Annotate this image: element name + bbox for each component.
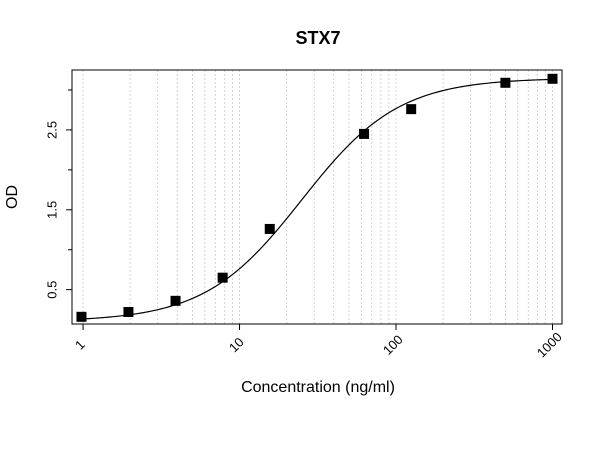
grid-lines (82, 70, 553, 324)
y-tick-label: 1.5 (45, 201, 60, 219)
data-point (500, 77, 511, 88)
x-tick-label: 100 (380, 332, 406, 358)
fit-curve (81, 78, 553, 320)
y-axis-label: OD (4, 185, 21, 209)
data-point (76, 311, 87, 322)
x-tick-label: 10 (226, 334, 247, 355)
plot-frame (71, 69, 563, 325)
y-axis: 0.5 1.5 2.5 (45, 89, 72, 299)
x-tick-label: 1000 (534, 329, 565, 360)
chart-title: STX7 (295, 28, 340, 48)
data-point (547, 73, 558, 84)
x-axis: 1 10 100 1000 (72, 324, 565, 360)
y-tick-label: 2.5 (45, 121, 60, 139)
y-tick-label: 0.5 (45, 281, 60, 299)
data-point (359, 128, 370, 139)
data-point (406, 104, 417, 115)
data-point (123, 307, 134, 318)
data-point (170, 295, 181, 306)
x-axis-label: Concentration (ng/ml) (241, 379, 395, 396)
data-point (264, 223, 275, 234)
x-tick-label: 1 (72, 337, 88, 353)
data-point (217, 272, 228, 283)
data-points (76, 73, 558, 322)
